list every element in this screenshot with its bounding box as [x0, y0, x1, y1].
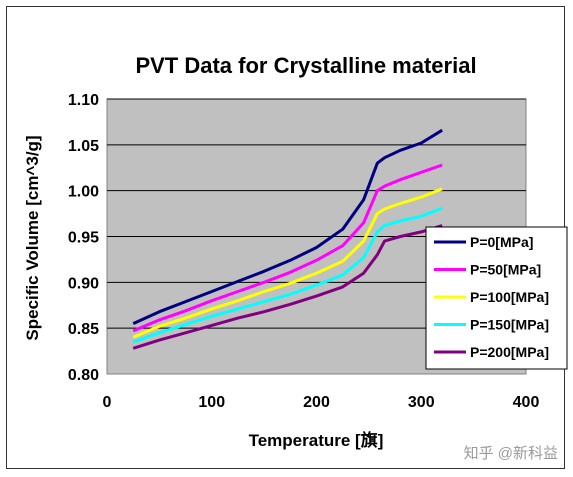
- y-tick-label: 0.80: [68, 367, 99, 384]
- series-line-4: [132, 224, 443, 350]
- series-line-2: [132, 187, 443, 339]
- legend-label: P=0[MPa]: [470, 234, 533, 250]
- y-tick-label: 1.00: [68, 184, 99, 201]
- y-tick-label: 0.85: [68, 321, 99, 338]
- legend-label: P=50[MPa]: [470, 262, 541, 278]
- legend-label: P=100[MPa]: [470, 289, 549, 305]
- y-tick-label: 0.95: [68, 230, 99, 247]
- x-tick-label: 100: [198, 394, 225, 411]
- x-tick-label: 400: [513, 394, 540, 411]
- legend-label: P=200[MPa]: [470, 344, 549, 360]
- series-line-1: [132, 163, 443, 333]
- y-tick-label: 1.05: [68, 138, 99, 155]
- chart-title: PVT Data for Crystalline material: [135, 53, 476, 78]
- series-lines: [132, 128, 443, 350]
- series-line-0: [132, 128, 443, 325]
- legend-label: P=150[MPa]: [470, 317, 549, 333]
- y-axis-label: Specific Volume [cm^3/g]: [23, 135, 42, 340]
- x-axis-ticks: 0 100 200 300 400: [103, 394, 540, 411]
- y-axis-ticks: 0.80 0.85 0.90 0.95 1.00 1.05 1.10: [68, 92, 99, 384]
- y-tick-label: 1.10: [68, 92, 99, 109]
- x-tick-label: 0: [103, 394, 112, 411]
- x-tick-label: 300: [408, 394, 435, 411]
- series-line-3: [132, 206, 443, 344]
- legend: P=0[MPa] P=50[MPa] P=100[MPa] P=150[MPa] P=2…: [425, 226, 568, 370]
- x-tick-label: 200: [303, 394, 330, 411]
- watermark: 知乎 @新科益: [464, 445, 558, 462]
- y-tick-label: 0.90: [68, 275, 99, 292]
- x-axis-label: Temperature [旗]: [249, 430, 384, 450]
